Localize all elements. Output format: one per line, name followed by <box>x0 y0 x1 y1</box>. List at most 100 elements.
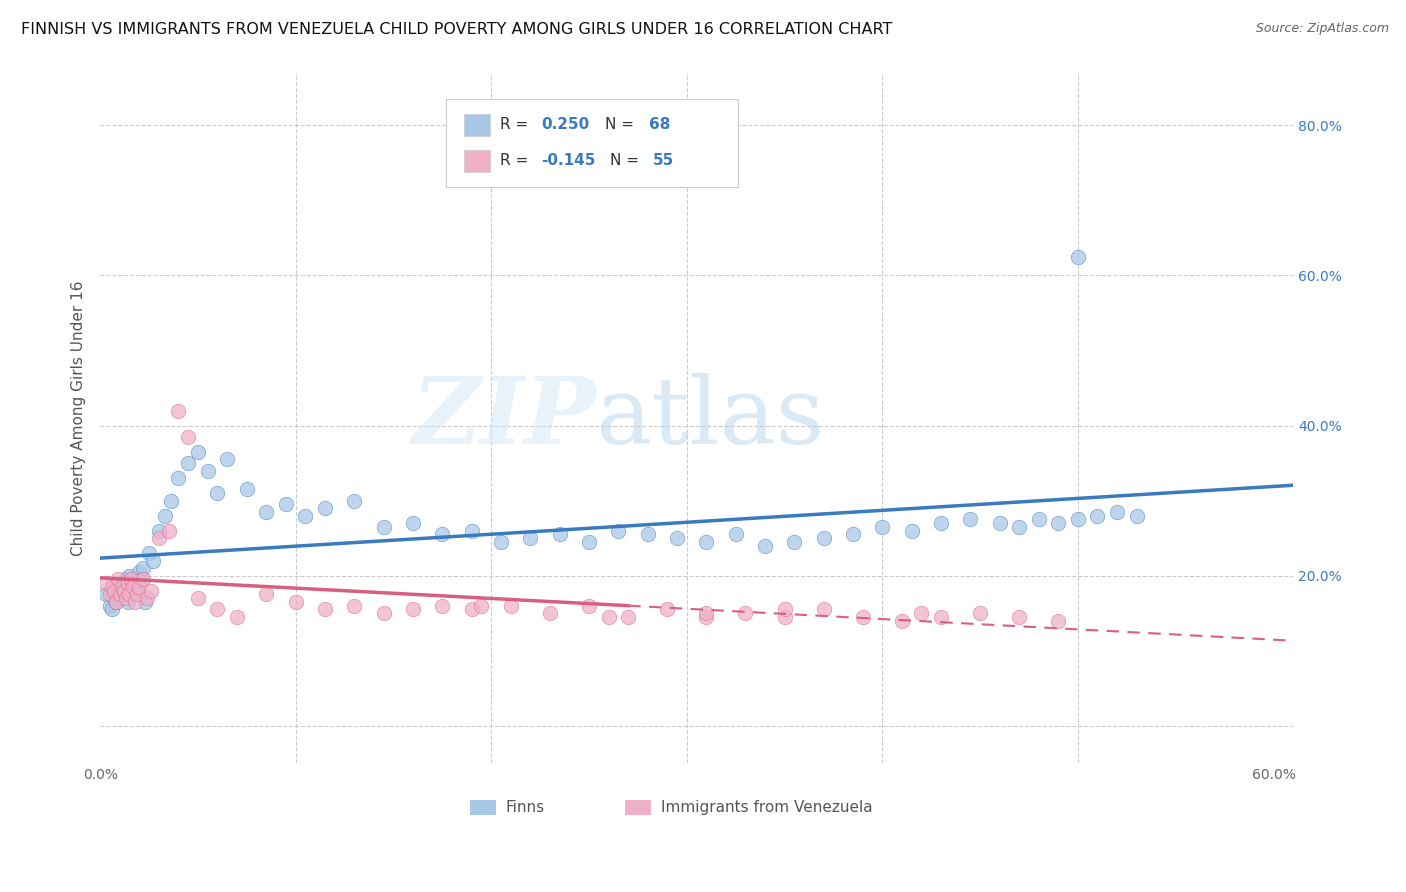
Point <box>548 527 571 541</box>
Bar <box>626 799 651 814</box>
Point <box>872 520 894 534</box>
Point <box>153 508 176 523</box>
Point <box>959 512 981 526</box>
Point <box>104 595 127 609</box>
Point <box>128 580 150 594</box>
Point <box>734 606 756 620</box>
Point <box>294 508 316 523</box>
Point <box>657 602 679 616</box>
Point <box>197 463 219 477</box>
Point <box>813 602 835 616</box>
Text: FINNISH VS IMMIGRANTS FROM VENEZUELA CHILD POVERTY AMONG GIRLS UNDER 16 CORRELAT: FINNISH VS IMMIGRANTS FROM VENEZUELA CHI… <box>21 22 893 37</box>
Point <box>112 587 135 601</box>
Point <box>519 531 541 545</box>
Text: ZIP: ZIP <box>411 373 595 463</box>
Point <box>112 583 135 598</box>
Point <box>607 524 630 538</box>
Point <box>637 527 659 541</box>
Point <box>129 572 152 586</box>
Point <box>900 524 922 538</box>
Point <box>343 493 366 508</box>
Point <box>167 403 190 417</box>
Point <box>134 595 156 609</box>
Text: atlas: atlas <box>595 373 824 463</box>
Point <box>207 602 229 616</box>
Point <box>114 572 136 586</box>
Point <box>783 534 806 549</box>
Point <box>122 587 145 601</box>
Point <box>187 591 209 605</box>
Point <box>187 444 209 458</box>
Point <box>217 452 239 467</box>
Point <box>108 587 131 601</box>
FancyBboxPatch shape <box>446 98 738 186</box>
Point <box>1125 508 1147 523</box>
Point <box>118 568 141 582</box>
Text: R =: R = <box>499 153 533 168</box>
Point <box>157 524 180 538</box>
Point <box>773 602 796 616</box>
Point <box>578 599 600 613</box>
Point <box>695 534 717 549</box>
Point <box>122 580 145 594</box>
Point <box>666 531 689 545</box>
Point <box>929 609 952 624</box>
Point <box>103 583 125 598</box>
Point <box>132 561 155 575</box>
Point <box>108 580 131 594</box>
Point <box>1067 250 1090 264</box>
Text: Finns: Finns <box>506 800 546 814</box>
Point <box>1008 609 1031 624</box>
Point <box>103 591 125 605</box>
Text: N =: N = <box>610 153 644 168</box>
Point <box>120 580 142 594</box>
Point <box>101 580 124 594</box>
Point <box>120 572 142 586</box>
Point <box>343 599 366 613</box>
Point <box>98 587 121 601</box>
Point <box>695 606 717 620</box>
Point <box>1008 520 1031 534</box>
Point <box>489 534 512 549</box>
Point <box>890 614 912 628</box>
Point <box>127 587 149 601</box>
Point <box>373 606 395 620</box>
Point <box>94 576 117 591</box>
Point <box>813 531 835 545</box>
Point <box>598 609 620 624</box>
Point <box>114 591 136 605</box>
Y-axis label: Child Poverty Among Girls Under 16: Child Poverty Among Girls Under 16 <box>72 280 86 556</box>
Point <box>929 516 952 530</box>
Point <box>132 572 155 586</box>
Point <box>1047 614 1070 628</box>
Point <box>1028 512 1050 526</box>
Point <box>1047 516 1070 530</box>
Point <box>117 576 139 591</box>
Point <box>284 595 307 609</box>
Point <box>159 493 181 508</box>
Point <box>177 430 200 444</box>
Point <box>754 539 776 553</box>
Point <box>107 572 129 586</box>
Bar <box>464 150 491 171</box>
Point <box>98 599 121 613</box>
Point <box>254 587 277 601</box>
Point <box>124 576 146 591</box>
Point <box>148 531 170 545</box>
Point <box>1087 508 1109 523</box>
Text: Immigrants from Venezuela: Immigrants from Venezuela <box>661 800 873 814</box>
Point <box>460 602 482 616</box>
Point <box>254 505 277 519</box>
Point <box>499 599 522 613</box>
Point <box>314 501 336 516</box>
Point <box>402 516 425 530</box>
Text: 0.250: 0.250 <box>541 117 589 132</box>
Point <box>118 587 141 601</box>
Bar <box>470 799 496 814</box>
Point <box>373 520 395 534</box>
Point <box>127 583 149 598</box>
Point <box>773 609 796 624</box>
Bar <box>464 113 491 136</box>
Point <box>207 486 229 500</box>
Point <box>148 524 170 538</box>
